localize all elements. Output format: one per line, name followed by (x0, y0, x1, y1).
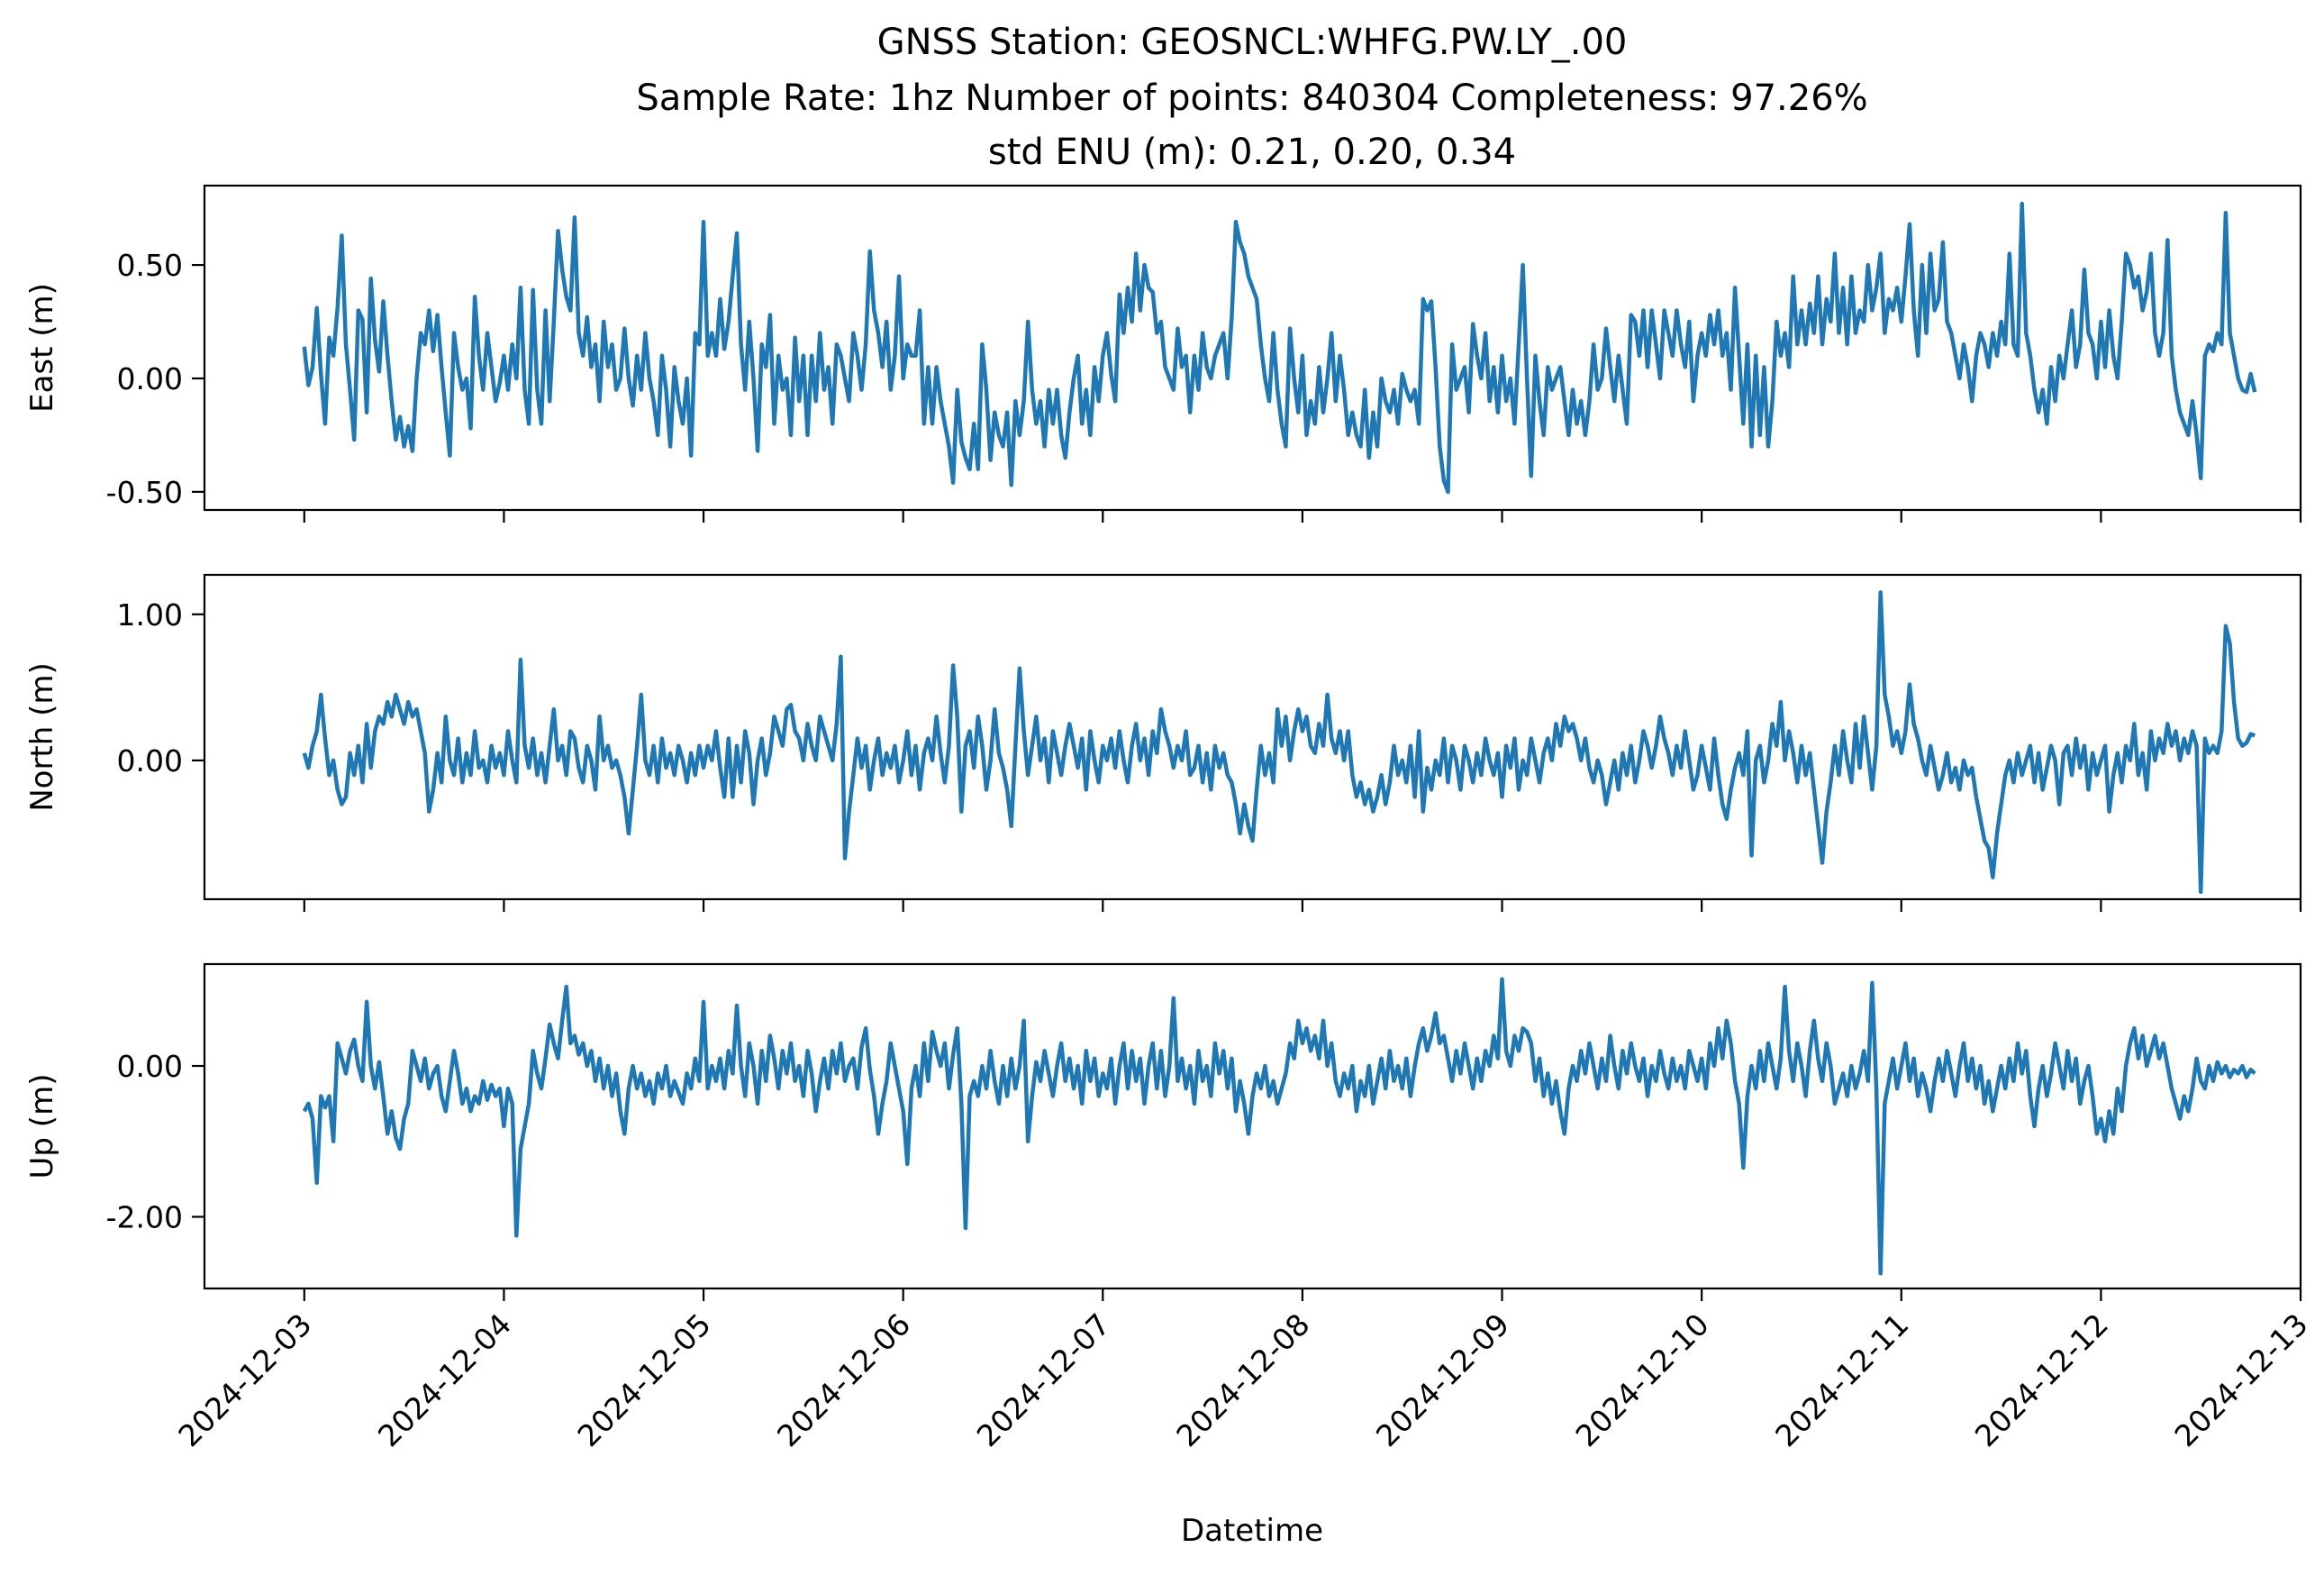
y-tick-label: -0.50 (106, 475, 183, 510)
y-tick-label: -2.00 (106, 1199, 183, 1234)
y-axis-label: North (m) (24, 662, 60, 812)
up-series-line (302, 977, 2256, 1276)
east-panel: 0.50 0.00 -0.50 East (m) (24, 184, 2302, 523)
north-series-line (302, 590, 2256, 895)
figure-title-line-2: Sample Rate: 1hz Number of points: 84030… (636, 77, 1867, 119)
y-tick-label: 0.00 (117, 743, 183, 778)
axes-frame (203, 573, 2302, 901)
axes-frame (203, 962, 2302, 1290)
y-tick-label: 0.00 (117, 1049, 183, 1084)
x-axis-label: Datetime (1181, 1513, 1323, 1549)
north-panel: 1.00 0.00 North (m) (24, 573, 2302, 912)
axes-frame (203, 184, 2302, 512)
y-axis-label: East (m) (24, 283, 60, 413)
y-tick-label: 0.50 (117, 248, 183, 283)
figure-title-line-1: GNSS Station: GEOSNCL:WHFG.PW.LY_.00 (877, 22, 1628, 63)
east-series-line (302, 201, 2257, 495)
y-tick-label: 1.00 (117, 597, 183, 633)
y-axis-label: Up (m) (24, 1074, 60, 1179)
figure-title-line-3: std ENU (m): 0.21, 0.20, 0.34 (988, 132, 1516, 173)
y-tick-label: 0.00 (117, 361, 183, 396)
